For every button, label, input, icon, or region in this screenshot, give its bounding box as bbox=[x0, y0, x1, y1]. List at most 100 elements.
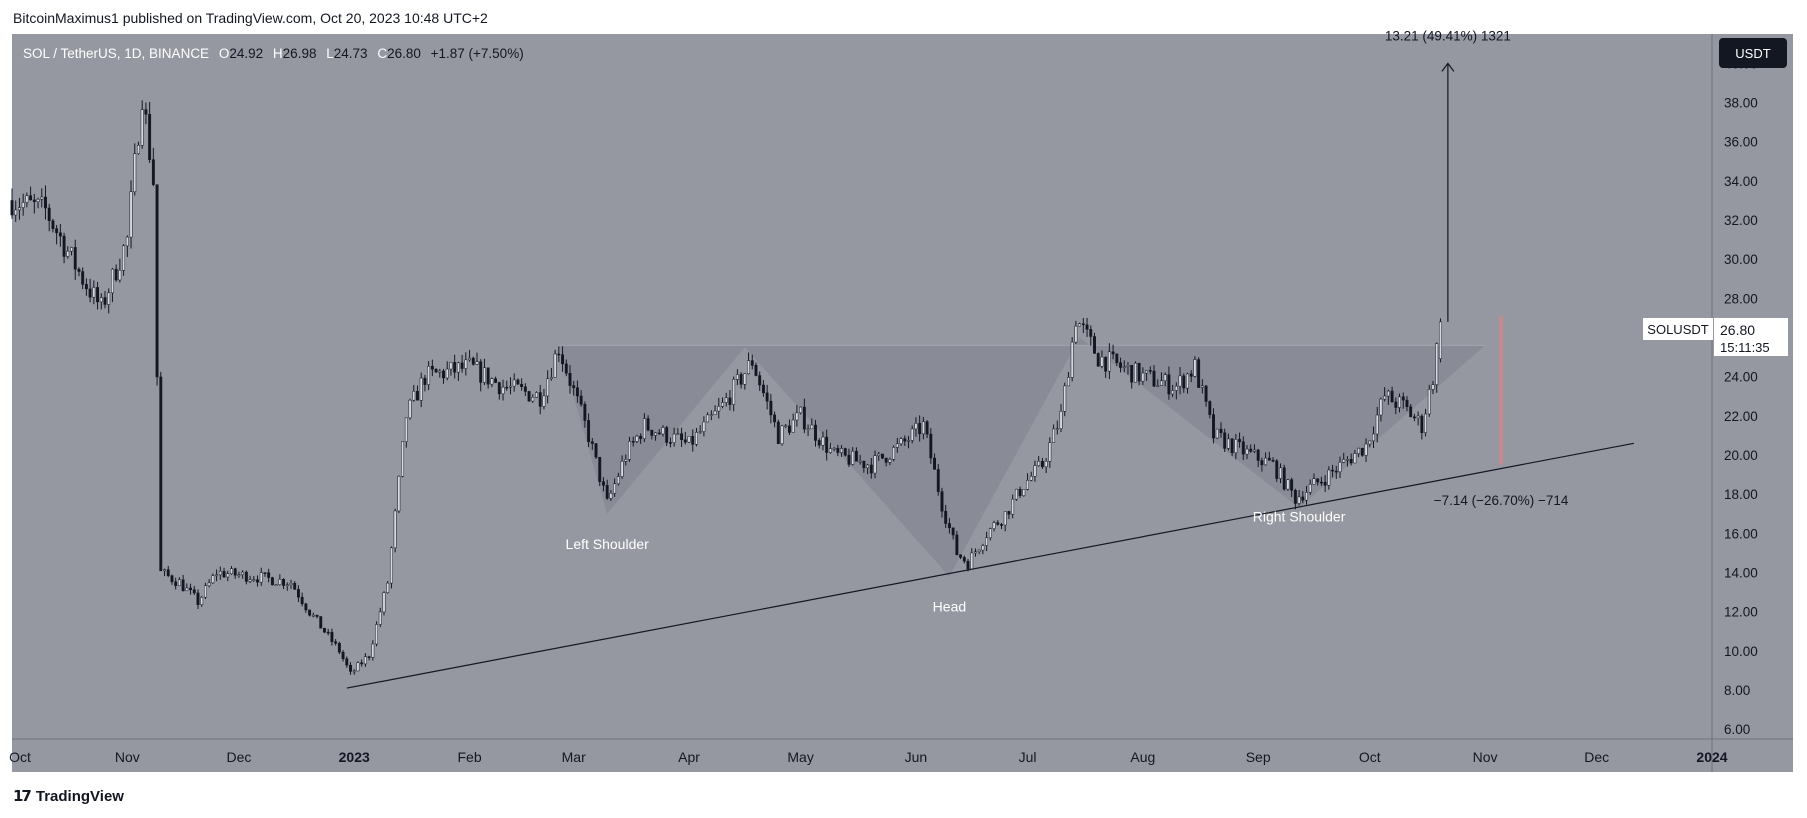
candle bbox=[743, 373, 747, 390]
candle-body bbox=[646, 418, 650, 431]
candle-body bbox=[1412, 416, 1416, 419]
candle bbox=[192, 585, 196, 596]
candle-body bbox=[1223, 432, 1227, 449]
candle-body bbox=[226, 573, 230, 578]
candle-body bbox=[244, 571, 248, 582]
candle bbox=[55, 225, 59, 245]
candle-body bbox=[267, 572, 271, 578]
candle-body bbox=[680, 433, 684, 440]
candle bbox=[761, 380, 765, 397]
candlestick-series bbox=[10, 100, 1442, 675]
candle-body bbox=[1174, 385, 1178, 391]
candle bbox=[523, 383, 527, 396]
candle bbox=[1081, 317, 1085, 334]
candle-body bbox=[773, 414, 777, 423]
price-axis-panel[interactable] bbox=[1712, 34, 1793, 739]
candle bbox=[654, 432, 657, 441]
price-tick-label: 12.00 bbox=[1724, 605, 1758, 620]
candle bbox=[1323, 475, 1327, 492]
candle-body bbox=[1182, 375, 1186, 389]
candle bbox=[248, 575, 252, 584]
candle bbox=[598, 456, 602, 486]
candle bbox=[791, 413, 795, 433]
candle-body bbox=[1353, 453, 1357, 464]
currency-button-label[interactable]: USDT bbox=[1735, 46, 1770, 61]
candle-body bbox=[166, 569, 170, 576]
candle-body bbox=[490, 378, 494, 385]
legend-low-label: L bbox=[326, 46, 334, 61]
candle-body bbox=[921, 421, 925, 435]
candle-body bbox=[1282, 467, 1286, 490]
candle bbox=[1412, 413, 1416, 422]
candle-body bbox=[947, 523, 951, 529]
price-tick-label: 10.00 bbox=[1724, 644, 1758, 659]
candle bbox=[144, 102, 148, 125]
candle bbox=[107, 288, 111, 314]
candle bbox=[914, 417, 918, 437]
candle-body bbox=[735, 374, 739, 380]
price-tick-label: 24.00 bbox=[1724, 370, 1758, 385]
candle bbox=[773, 411, 777, 428]
candle-body bbox=[453, 362, 457, 373]
candle-body bbox=[795, 412, 799, 421]
candle-body bbox=[1386, 390, 1390, 397]
candle-body bbox=[129, 191, 133, 238]
legend-open-value: 24.92 bbox=[229, 46, 263, 61]
candle-body bbox=[58, 232, 62, 237]
candle-body bbox=[918, 423, 922, 435]
candle-body bbox=[1349, 459, 1353, 464]
candle bbox=[84, 278, 88, 296]
candle bbox=[1122, 360, 1126, 373]
candle-body bbox=[389, 547, 393, 584]
candle bbox=[1316, 478, 1320, 486]
candle-body bbox=[1405, 399, 1409, 408]
candle bbox=[1189, 370, 1193, 383]
footer-brand[interactable]: 𝟭𝟳 TradingView bbox=[13, 787, 124, 806]
candle-body bbox=[174, 581, 178, 586]
candle bbox=[661, 425, 665, 437]
candle bbox=[1026, 473, 1029, 491]
candle bbox=[1260, 457, 1264, 472]
projection-arrow[interactable] bbox=[1441, 62, 1455, 322]
price-tick-label: 38.00 bbox=[1724, 96, 1758, 111]
candle bbox=[464, 352, 468, 376]
candle-body bbox=[1029, 476, 1033, 481]
candle-body bbox=[304, 603, 308, 611]
candle bbox=[940, 487, 944, 518]
candle bbox=[1145, 370, 1149, 381]
candle-body bbox=[475, 361, 479, 365]
time-axis-panel[interactable] bbox=[12, 739, 1712, 772]
price-tick-label: 28.00 bbox=[1724, 291, 1758, 306]
candle-body bbox=[836, 447, 840, 453]
candle-body bbox=[99, 297, 103, 303]
time-tick-label: Nov bbox=[1473, 749, 1498, 765]
candle bbox=[750, 354, 754, 370]
price-tick-label: 18.00 bbox=[1724, 487, 1758, 502]
candle bbox=[854, 447, 858, 462]
candle-body bbox=[728, 397, 732, 405]
candle-body bbox=[482, 367, 486, 383]
candle bbox=[1156, 379, 1160, 387]
candle bbox=[988, 527, 992, 541]
candle-body bbox=[516, 379, 520, 385]
candle bbox=[843, 447, 847, 457]
candle bbox=[315, 614, 319, 619]
candle-body bbox=[1212, 414, 1215, 439]
candle bbox=[1234, 434, 1238, 460]
candle-body bbox=[866, 464, 870, 469]
measure-bar[interactable] bbox=[1499, 315, 1504, 465]
candle-body bbox=[557, 353, 561, 356]
candle-body bbox=[326, 631, 330, 634]
ascending-support-line[interactable] bbox=[346, 442, 1634, 689]
candle-body bbox=[155, 184, 159, 378]
candle-body bbox=[602, 481, 605, 486]
candle bbox=[427, 361, 431, 391]
candle-body bbox=[936, 469, 940, 492]
currency-button[interactable]: USDT bbox=[1719, 38, 1787, 68]
candle bbox=[907, 435, 910, 449]
candle bbox=[1364, 438, 1368, 463]
candle bbox=[360, 659, 364, 667]
candle-body bbox=[404, 417, 408, 442]
candle bbox=[695, 427, 698, 447]
